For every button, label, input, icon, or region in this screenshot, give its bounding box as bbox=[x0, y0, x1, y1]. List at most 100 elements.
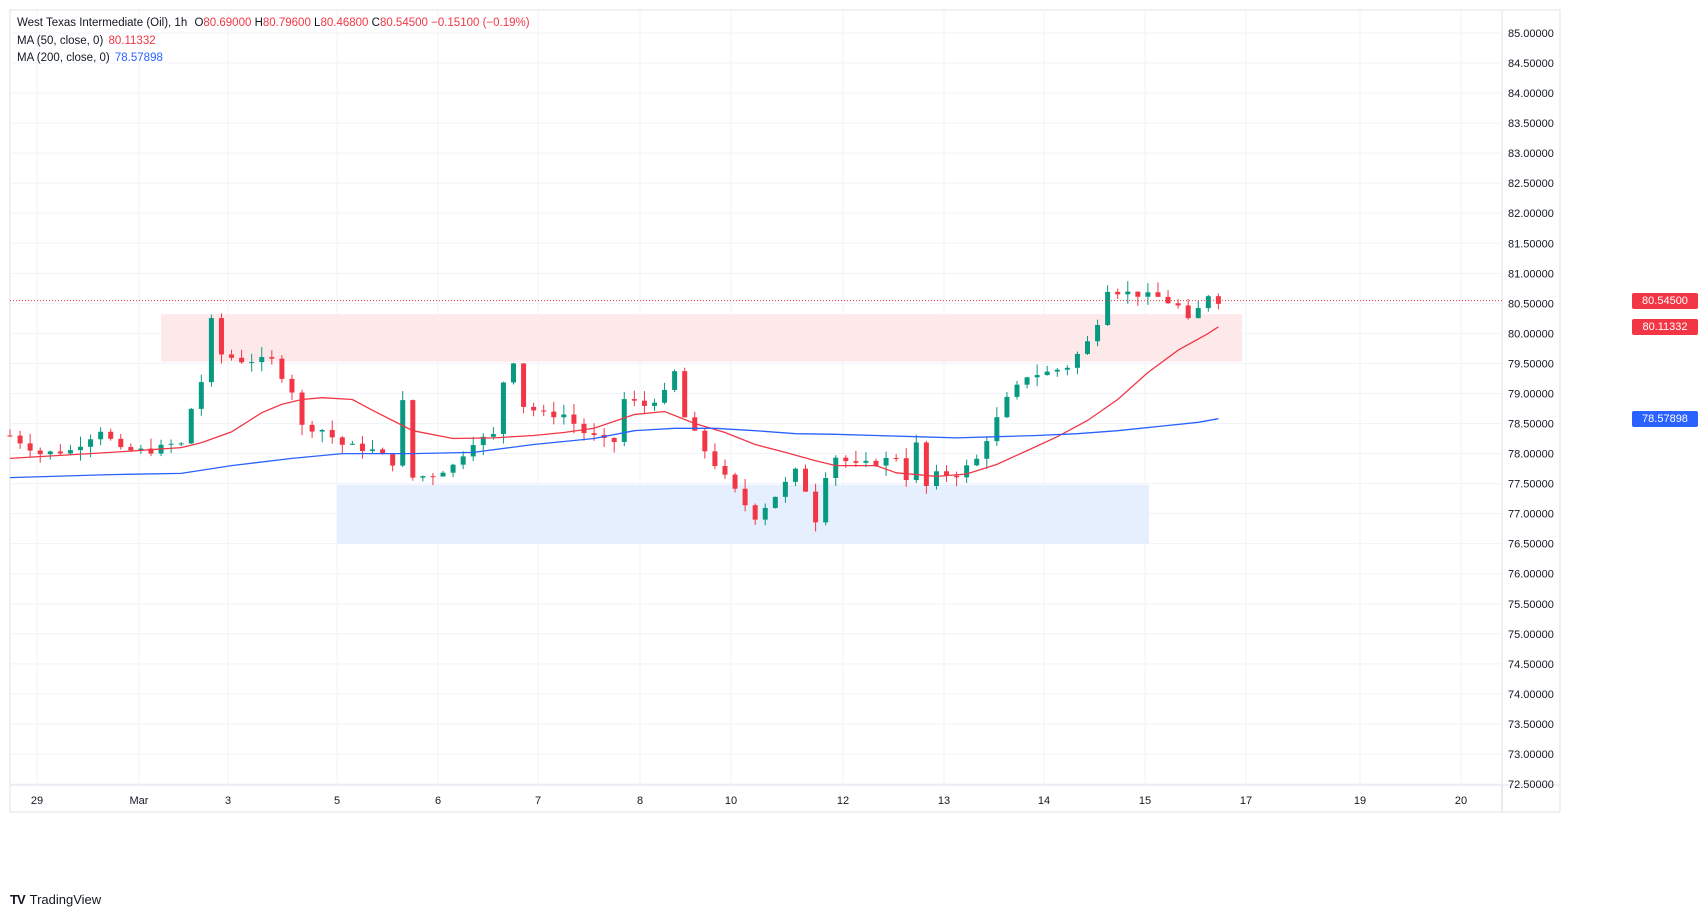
candle-down bbox=[843, 457, 849, 462]
y-tick-label: 80.00000 bbox=[1508, 328, 1554, 340]
x-tick-label: 17 bbox=[1240, 795, 1252, 807]
chart-legend: West Texas Intermediate (Oil), 1h O80.69… bbox=[17, 15, 530, 68]
candle-down bbox=[923, 442, 929, 486]
candle-up bbox=[1004, 396, 1010, 418]
ma200-price-tag: 78.57898 bbox=[1632, 410, 1698, 427]
plot-frame bbox=[9, 9, 1503, 786]
candle-down bbox=[944, 471, 950, 476]
candle-up bbox=[833, 457, 839, 478]
candle-down bbox=[571, 414, 577, 424]
candle-down bbox=[17, 435, 23, 444]
tradingview-logo-icon: TV bbox=[10, 892, 26, 907]
candle-up bbox=[259, 357, 265, 363]
candle-down bbox=[712, 451, 718, 467]
time-axis-frame bbox=[9, 784, 1561, 813]
candle-down bbox=[410, 400, 416, 478]
candle-up bbox=[672, 371, 678, 390]
candle-up bbox=[863, 460, 869, 463]
candle-down bbox=[591, 433, 597, 435]
candle-up bbox=[1095, 324, 1101, 342]
candle-up bbox=[98, 431, 104, 440]
candle-down bbox=[1115, 291, 1121, 295]
legend-close-label: C bbox=[371, 17, 380, 29]
candle-up bbox=[1084, 341, 1090, 354]
y-tick-label: 73.00000 bbox=[1508, 749, 1554, 761]
candle-up bbox=[762, 507, 768, 520]
candle-up bbox=[1064, 367, 1070, 370]
y-tick-label: 84.50000 bbox=[1508, 58, 1554, 70]
candle-down bbox=[7, 435, 13, 437]
candle-down bbox=[57, 451, 63, 454]
ma200-line bbox=[9, 418, 1219, 479]
x-tick-label: 14 bbox=[1038, 795, 1050, 807]
candle-up bbox=[349, 443, 355, 445]
candle-up bbox=[1125, 291, 1131, 295]
candle-down bbox=[702, 430, 708, 452]
candle-down bbox=[631, 399, 637, 401]
y-tick-label: 81.00000 bbox=[1508, 268, 1554, 280]
x-tick-label: 20 bbox=[1455, 795, 1467, 807]
candle-up bbox=[88, 439, 94, 447]
legend-ohlc-row: West Texas Intermediate (Oil), 1h O80.69… bbox=[17, 15, 530, 33]
tradingview-branding[interactable]: TV TradingView bbox=[10, 892, 101, 907]
candle-down bbox=[551, 411, 557, 418]
candle-up bbox=[370, 449, 376, 452]
legend-ma50-label: MA (50, close, 0) bbox=[17, 34, 104, 47]
x-tick-label: 19 bbox=[1354, 795, 1366, 807]
x-tick-label: 15 bbox=[1139, 795, 1151, 807]
y-tick-label: 83.50000 bbox=[1508, 118, 1554, 130]
candle-down bbox=[732, 474, 738, 489]
candle-up bbox=[470, 445, 476, 457]
candle-up bbox=[420, 476, 426, 478]
y-tick-label: 77.50000 bbox=[1508, 479, 1554, 491]
y-tick-label: 81.50000 bbox=[1508, 238, 1554, 250]
candle-down bbox=[813, 491, 819, 523]
x-tick-label: 10 bbox=[725, 795, 737, 807]
x-tick-label: 13 bbox=[938, 795, 950, 807]
candle-up bbox=[561, 414, 567, 418]
candle-down bbox=[359, 443, 365, 452]
candle-up bbox=[994, 417, 1000, 442]
candle-down bbox=[339, 437, 345, 445]
legend-ma50-row: MA (50, close, 0) 80.11332 bbox=[17, 33, 530, 51]
candle-up bbox=[1054, 369, 1060, 372]
candle-down bbox=[239, 357, 245, 363]
candle-up bbox=[511, 363, 516, 383]
legend-high-label: H bbox=[254, 17, 263, 29]
x-tick-label: Mar bbox=[130, 795, 149, 807]
legend-open-label: O bbox=[194, 17, 204, 29]
legend-high: 80.79600 bbox=[262, 17, 311, 29]
candle-up bbox=[621, 399, 627, 442]
candle-down bbox=[1165, 296, 1171, 304]
y-tick-label: 85.00000 bbox=[1508, 28, 1554, 40]
candle-down bbox=[893, 457, 899, 459]
legend-ma50-value: 80.11332 bbox=[108, 34, 156, 47]
candle-down bbox=[803, 468, 809, 492]
candle-down bbox=[118, 438, 124, 448]
candle-down bbox=[853, 461, 859, 463]
legend-ma200-value: 78.57898 bbox=[114, 52, 163, 64]
candle-up bbox=[1074, 353, 1080, 368]
candle-up bbox=[47, 451, 53, 455]
candle-up bbox=[1024, 377, 1030, 385]
candle-down bbox=[611, 438, 617, 442]
candle-up bbox=[772, 496, 778, 508]
legend-symbol: West Texas Intermediate (Oil), 1h bbox=[17, 17, 188, 29]
y-tick-label: 78.00000 bbox=[1508, 449, 1554, 461]
candle-down bbox=[1175, 303, 1181, 306]
candle-up bbox=[651, 402, 657, 406]
y-tick-label: 72.50000 bbox=[1508, 779, 1554, 791]
legend-low: 80.46800 bbox=[320, 17, 369, 29]
resistance-zone bbox=[161, 314, 1242, 362]
ma50-price-tag: 80.11332 bbox=[1632, 318, 1698, 335]
last-price-tag: 80.54500 bbox=[1632, 292, 1698, 309]
candle-up bbox=[490, 433, 496, 437]
x-tick-label: 5 bbox=[334, 795, 340, 807]
candle-up bbox=[662, 389, 668, 403]
y-tick-label: 84.00000 bbox=[1508, 88, 1554, 100]
candle-down bbox=[903, 458, 909, 481]
y-tick-label: 75.00000 bbox=[1508, 629, 1554, 641]
y-tick-label: 77.00000 bbox=[1508, 509, 1554, 521]
